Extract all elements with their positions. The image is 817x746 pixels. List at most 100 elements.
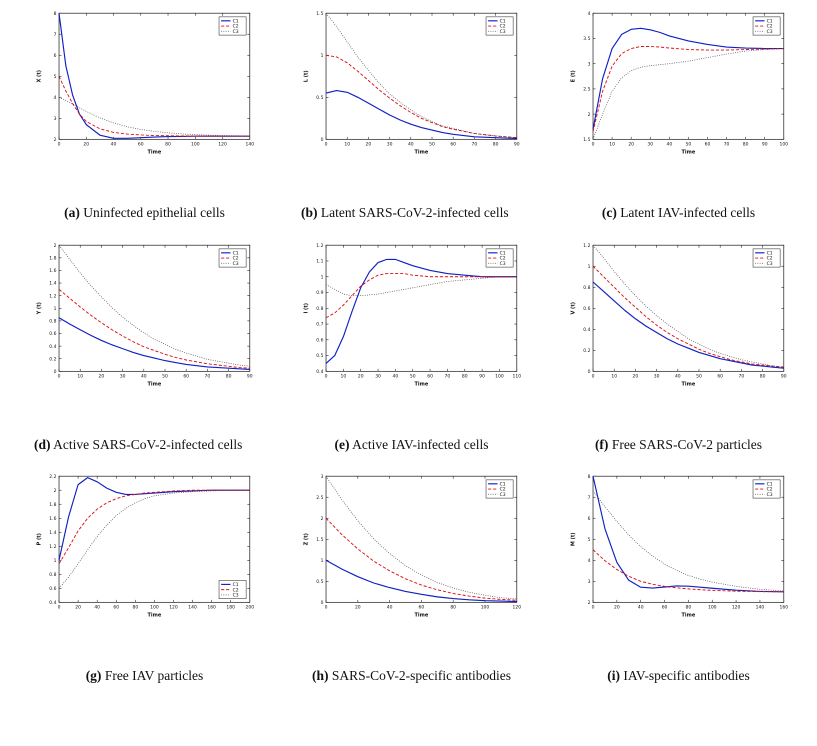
svg-text:0.8: 0.8 (49, 318, 56, 324)
series-c2-line (58, 489, 250, 565)
svg-text:80: 80 (450, 605, 456, 611)
panel-caption-text-e: Active IAV-infected cells (352, 436, 489, 452)
panel-i: 0 20 40 60 80 100 120 140 160 2 3 4 5 6 7 8 Time M (t) C1 C… (568, 471, 789, 703)
svg-text:40: 40 (675, 373, 681, 379)
svg-text:C3: C3 (500, 261, 506, 267)
svg-text:0: 0 (58, 605, 61, 611)
svg-text:60: 60 (427, 373, 433, 379)
line-chart-svg: 0 10 20 30 40 50 60 70 80 90 0 0.2 0.4 0.6 0.8 1 1.2 1.4 1… (36, 242, 253, 387)
chart-latent-sars-cov2-cells: 0 10 20 30 40 50 60 70 80 90 0 0.5 1 1.5 Time L (t) C1 C2… (301, 8, 522, 156)
svg-text:1: 1 (54, 306, 57, 312)
svg-text:0: 0 (325, 373, 328, 379)
panel-caption-d: (d) Active SARS-CoV-2-infected cells (34, 434, 255, 456)
svg-text:80: 80 (743, 142, 749, 148)
panel-e: 0 10 20 30 40 50 60 70 80 90 100 110 0.4 0.5 0.6 0.7 0.8… (301, 240, 522, 472)
svg-text:90: 90 (247, 373, 253, 379)
svg-text:60: 60 (662, 605, 668, 611)
svg-text:0.6: 0.6 (49, 586, 56, 592)
svg-text:40: 40 (393, 373, 399, 379)
series-c3-line (325, 275, 517, 296)
series-c2-line (58, 76, 250, 137)
svg-text:0.5: 0.5 (316, 353, 323, 359)
panel-caption-e: (e) Active IAV-infected cells (301, 434, 522, 456)
svg-text:1: 1 (321, 558, 324, 564)
svg-text:160: 160 (780, 605, 789, 611)
panel-label-f: (f) (594, 436, 609, 452)
panel-caption-h: (h) SARS-CoV-2-specific antibodies (301, 665, 522, 687)
svg-text:140: 140 (188, 605, 197, 611)
svg-text:4: 4 (588, 558, 591, 564)
svg-text:C2: C2 (500, 487, 506, 493)
svg-text:C2: C2 (767, 487, 773, 493)
x-axis-label: Time (148, 381, 162, 387)
svg-text:1.5: 1.5 (316, 11, 323, 17)
series-c2-line (325, 272, 517, 318)
svg-text:2: 2 (54, 242, 57, 248)
series-c2-line (325, 518, 517, 601)
x-axis-label: Time (682, 149, 696, 155)
line-chart-svg: 0 10 20 30 40 50 60 70 80 90 0 0.5 1 1.5 Time L (t) C1C2… (303, 11, 520, 156)
svg-text:80: 80 (226, 373, 232, 379)
y-axis-label: Y (t) (36, 302, 42, 315)
svg-text:2.5: 2.5 (316, 495, 323, 501)
svg-text:0: 0 (58, 373, 61, 379)
svg-text:C2: C2 (767, 24, 773, 30)
svg-text:30: 30 (654, 373, 660, 379)
series-c1-line (325, 258, 517, 364)
svg-text:1.2: 1.2 (49, 293, 56, 299)
svg-text:1.4: 1.4 (49, 280, 56, 286)
svg-text:120: 120 (732, 605, 741, 611)
series-c3-line (58, 490, 250, 589)
svg-text:4: 4 (588, 11, 591, 17)
series-c1-line (592, 281, 784, 369)
series-c2-line (592, 549, 784, 593)
panel-caption-b: (b) Latent SARS-CoV-2-infected cells (301, 202, 522, 224)
chart-free-sars-cov2-particles: 0 10 20 30 40 50 60 70 80 90 0 0.2 0.4 0.6 0.8 1 1.2 Time… (568, 240, 789, 388)
svg-text:6: 6 (54, 53, 57, 59)
svg-text:0.7: 0.7 (316, 321, 323, 327)
x-axis-label: Time (415, 613, 429, 619)
svg-text:80: 80 (760, 373, 766, 379)
y-axis-label: V (t) (570, 302, 576, 315)
svg-text:100: 100 (150, 605, 159, 611)
chart-uninfected-epithelial-cells: 0 20 40 60 80 100 120 140 2 3 4 5 6 7 8 Time X (t) C1 C2 C3 (34, 8, 255, 156)
svg-text:30: 30 (375, 373, 381, 379)
svg-text:40: 40 (111, 142, 117, 148)
svg-text:C1: C1 (767, 250, 773, 256)
svg-text:8: 8 (588, 474, 591, 480)
svg-text:2: 2 (54, 488, 57, 494)
svg-text:1.1: 1.1 (316, 258, 323, 264)
svg-text:20: 20 (628, 142, 634, 148)
svg-text:5: 5 (54, 74, 57, 80)
svg-text:1.6: 1.6 (49, 516, 56, 522)
panel-caption-text-a: Uninfected epithelial cells (83, 205, 225, 221)
svg-text:1: 1 (54, 558, 57, 564)
svg-text:0.5: 0.5 (316, 579, 323, 585)
chart-iav-antibodies: 0 20 40 60 80 100 120 140 160 2 3 4 5 6 7 8 Time M (t) C1 C… (568, 471, 789, 619)
svg-text:60: 60 (138, 142, 144, 148)
y-axis-label: L (t) (303, 70, 309, 82)
svg-text:110: 110 (513, 373, 522, 379)
svg-text:2: 2 (321, 516, 324, 522)
svg-text:10: 10 (611, 373, 617, 379)
svg-text:90: 90 (479, 373, 485, 379)
svg-text:0.2: 0.2 (583, 348, 590, 354)
svg-text:50: 50 (696, 373, 702, 379)
svg-text:2: 2 (54, 137, 57, 143)
svg-text:120: 120 (169, 605, 178, 611)
svg-text:10: 10 (344, 142, 350, 148)
svg-text:60: 60 (183, 373, 189, 379)
series-c3-line (592, 490, 784, 592)
panel-caption-text-b: Latent SARS-CoV-2-infected cells (320, 205, 509, 221)
svg-text:0.2: 0.2 (49, 356, 56, 362)
svg-text:1.2: 1.2 (49, 544, 56, 550)
series-c3-line (58, 244, 250, 367)
series-c1-line (592, 27, 784, 130)
svg-text:0: 0 (592, 605, 595, 611)
svg-text:20: 20 (75, 605, 81, 611)
svg-text:40: 40 (141, 373, 147, 379)
svg-text:50: 50 (162, 373, 168, 379)
svg-text:C2: C2 (500, 24, 506, 30)
